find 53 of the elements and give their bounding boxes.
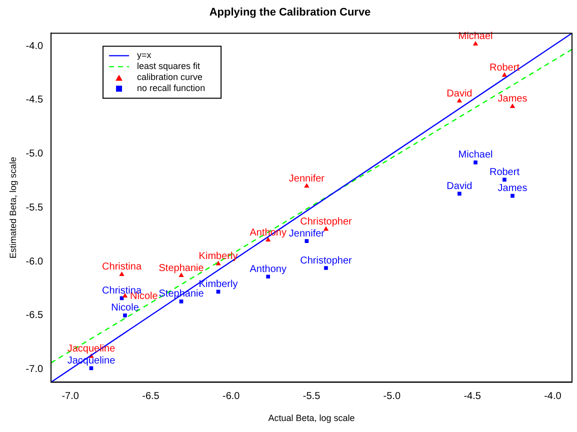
point	[458, 192, 462, 196]
legend-label: calibration curve	[137, 72, 203, 82]
point	[457, 98, 462, 103]
data-label: Robert	[489, 62, 520, 74]
data-label: David	[446, 88, 472, 100]
point	[324, 266, 328, 270]
data-label: Michael	[458, 31, 493, 42]
point	[266, 274, 270, 279]
data-label: James	[498, 183, 528, 194]
data-label: Anthony	[250, 264, 286, 275]
data-label: Christopher	[300, 255, 352, 266]
legend-label: no recall function	[137, 83, 206, 94]
chart-title: Applying the Calibration Curve	[209, 6, 371, 19]
data-label: Michael	[458, 150, 493, 161]
x-tick-label: -5.0	[383, 390, 401, 402]
data-label: Christina	[102, 262, 142, 273]
point	[304, 239, 309, 244]
y-tick-label: -5.0	[26, 148, 44, 160]
data-label: Christopher	[300, 216, 352, 228]
x-tick-label: -5.5	[302, 390, 321, 402]
y-tick-label: -6.0	[26, 256, 44, 268]
x-axis-title: Actual Beta, log scale	[268, 413, 355, 424]
legend-label: least squares fit	[137, 61, 201, 72]
x-tick-label: -4.0	[544, 390, 562, 402]
data-label: Nicole	[111, 302, 140, 314]
point	[179, 300, 184, 304]
point	[510, 194, 514, 198]
data-label: Robert	[489, 166, 520, 178]
point	[502, 178, 506, 182]
point	[120, 272, 124, 276]
point	[473, 41, 478, 46]
data-label: James	[498, 94, 528, 105]
x-tick-label: -7.0	[62, 390, 80, 402]
data-label: David	[446, 180, 472, 192]
data-label: Kimberly	[198, 278, 238, 290]
point	[474, 160, 478, 164]
point	[510, 104, 515, 108]
x-tick-label: -6.0	[222, 390, 240, 402]
y-tick-label: -4.5	[26, 94, 44, 106]
y-axis-title: Estimated Beta, log scale	[8, 156, 18, 258]
point	[304, 184, 309, 188]
point	[502, 72, 507, 77]
y-tick-label: -4.0	[26, 40, 44, 52]
data-label: Jennifer	[288, 228, 326, 240]
x-tick-label: -6.5	[142, 390, 160, 402]
y-tick-label: -5.5	[26, 202, 44, 214]
data-label: Stephanie	[158, 262, 204, 274]
x-tick-label: -4.5	[464, 390, 482, 402]
y-tick-label: -7.0	[26, 364, 44, 376]
data-label: Jennifer	[288, 173, 326, 184]
legend-label: y=x	[137, 50, 152, 60]
point	[123, 314, 127, 318]
y-tick-label: -6.5	[26, 310, 44, 322]
